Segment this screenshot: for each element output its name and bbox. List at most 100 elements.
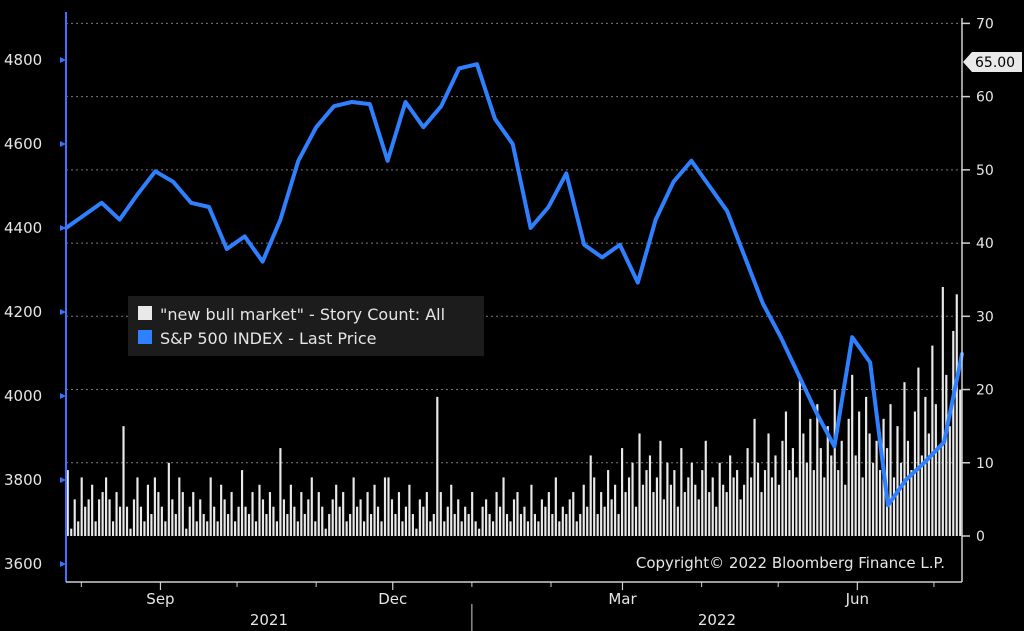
story-count-bar [356,506,359,536]
story-count-bar [666,462,669,536]
story-count-bar [645,470,648,536]
story-count-bar [363,521,366,536]
story-count-bar [920,455,923,536]
story-count-bar [275,521,279,536]
story-count-bar [575,521,578,536]
story-count-bar [812,470,815,536]
story-count-bar [551,514,554,536]
story-count-bar [579,514,582,536]
story-count-bar [892,477,896,536]
story-count-bar [467,514,470,536]
story-count-bar [279,448,282,536]
story-count-bar [387,477,390,536]
story-count-bar [70,528,73,536]
story-count-bar [662,499,665,536]
story-count-bar [509,521,512,536]
story-count-bar [739,499,742,536]
story-count-bar [94,521,97,536]
year-label: 2022 [698,611,736,629]
story-count-bar [701,470,704,536]
left-tick-label: 4000 [4,387,42,405]
story-count-bar [931,345,934,536]
story-count-bar [164,521,167,536]
story-count-bar [697,499,700,536]
left-tick-label: 3800 [4,471,42,489]
story-count-bar [899,462,903,536]
story-count-bar [303,514,306,536]
story-count-bar [610,499,613,536]
left-tick-label: 4200 [4,303,42,321]
story-count-bar [310,477,313,536]
story-count-bar [582,484,585,536]
story-count-bar [833,389,836,536]
story-count-bar [251,492,254,536]
story-count-bar [443,521,446,536]
story-count-bar [139,506,143,536]
story-count-bar [66,470,69,536]
story-count-bar [73,499,76,536]
story-count-bar [572,492,575,536]
story-count-bar [554,477,557,536]
story-count-bar [213,506,216,536]
story-count-bar [638,433,641,536]
story-count-bar [540,499,543,536]
story-count-bar [411,514,414,536]
story-count-bar [851,374,854,536]
story-count-bar [439,492,442,536]
story-count-bar [788,470,791,536]
story-count-bar [505,514,509,536]
story-count-bar [418,499,421,536]
story-count-bar [805,462,808,536]
story-count-bar [293,506,296,536]
story-count-bar [122,426,125,536]
left-tick-mark [60,393,66,399]
story-count-bar [558,521,561,536]
story-count-bar [777,484,781,536]
right-axis-ticks: 0 10 20 30 40 50 60 70 [962,16,994,545]
story-count-bar [338,506,341,536]
legend: "new bull market" - Story Count: All S&P… [128,296,484,356]
story-count-bar [404,506,407,536]
story-count-bar [729,455,732,536]
story-count-bar [910,470,913,536]
story-count-bar [924,396,927,536]
story-count-bar [425,492,428,536]
story-count-bar [296,521,299,536]
story-count-bar [959,389,962,536]
story-count-bar [732,477,735,536]
story-count-bar [736,470,739,536]
left-tick-mark [60,561,66,567]
story-count-bar [512,499,516,536]
story-count-bar [91,484,94,536]
story-count-bar [561,506,564,536]
story-count-bar [823,477,826,536]
story-count-bar [474,521,477,536]
story-count-bar [878,470,882,536]
story-count-bar [743,484,746,536]
story-count-bar [715,506,718,536]
story-count-bar [390,499,394,536]
story-count-bar [199,499,202,536]
story-count-bar [865,396,868,536]
gridlines [66,22,962,464]
story-count-bar [627,477,631,536]
story-count-bar [896,426,899,536]
left-tick-label: 4800 [4,51,42,69]
story-count-bar [770,477,774,536]
story-count-bar [607,470,610,536]
story-count-bar [286,514,289,536]
story-count-bar [694,484,697,536]
story-count-bar [795,477,798,536]
story-count-bar [157,492,160,536]
story-count-bar [819,448,822,536]
story-count-bar [659,440,662,536]
left-tick-mark [60,57,66,63]
story-count-bar [282,499,285,536]
story-count-bar [195,521,198,536]
story-count-bar [526,521,530,536]
story-count-bar [331,499,334,536]
story-count-bar [188,506,191,536]
story-count-bar [132,499,136,536]
story-count-bar [230,492,233,536]
